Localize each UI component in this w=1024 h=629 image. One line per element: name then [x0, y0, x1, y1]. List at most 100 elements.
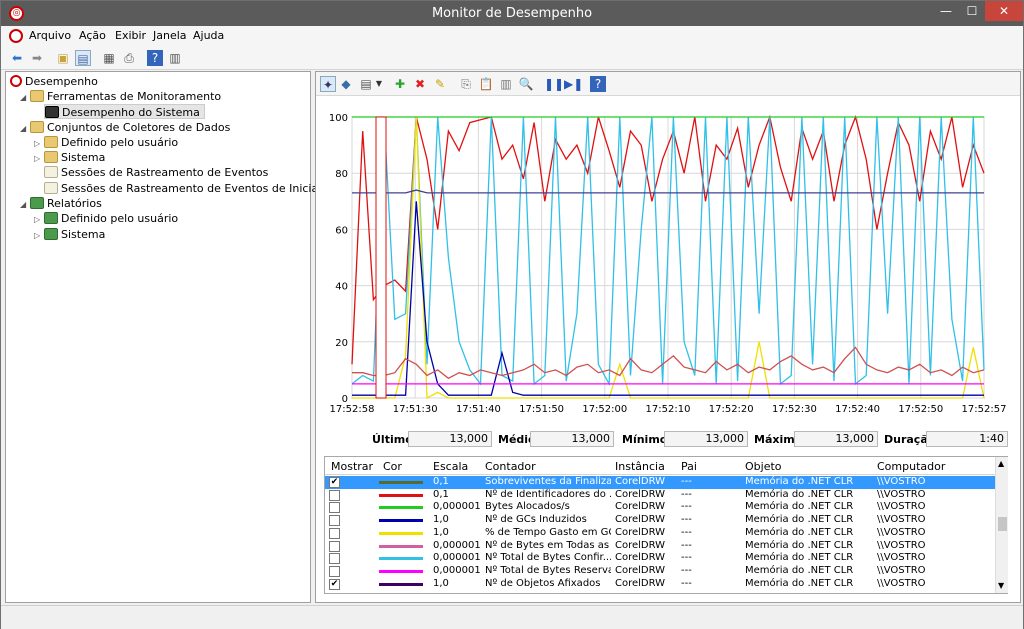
copy-properties-icon[interactable]: ⎘	[461, 77, 471, 91]
color-swatch	[379, 493, 423, 497]
table-row[interactable]: 1,0 Nº de GCs Induzidos CorelDRW --- Memória…	[325, 514, 995, 527]
table-row[interactable]: 1,0 % de Tempo Gasto em GC CorelDRW --- Memó…	[325, 527, 995, 540]
show-checkbox[interactable]: ✔	[329, 477, 340, 488]
y-tick-label: 40	[335, 282, 348, 293]
menu-app-icon[interactable]	[9, 29, 23, 43]
add-counter-icon[interactable]: ✚	[394, 77, 406, 91]
table-row[interactable]: ✔ 1,0 Nº de Objetos Afixados CorelDRW --- Mem…	[325, 578, 995, 591]
expand-arrow-icon[interactable]: ◢	[20, 124, 27, 133]
collapse-arrow-icon[interactable]: ▷	[34, 154, 41, 163]
col-cor[interactable]: Cor	[383, 460, 402, 473]
object-cell: Memória do .NET CLR	[745, 539, 854, 551]
properties-icon[interactable]: ▥	[500, 77, 512, 91]
scroll-thumb[interactable]	[998, 517, 1007, 531]
forward-arrow-icon[interactable]: ➡	[31, 51, 43, 65]
table-row[interactable]: 0,1 Nº de Identificadores do ... CorelDRW -…	[325, 489, 995, 502]
col-contador[interactable]: Contador	[485, 460, 536, 473]
collapse-arrow-icon[interactable]: ▷	[34, 215, 41, 224]
window-title: Monitor de Desempenho	[431, 6, 593, 21]
export-list-icon[interactable]: ▦	[103, 51, 115, 65]
show-checkbox[interactable]	[329, 527, 340, 539]
view-log-data-icon[interactable]: ◆	[341, 77, 351, 91]
menu-janela[interactable]: Janela	[153, 29, 187, 42]
instance-cell: CorelDRW	[615, 539, 666, 551]
expand-arrow-icon[interactable]: ◢	[20, 200, 27, 209]
highlight-icon[interactable]: ✎	[434, 77, 446, 91]
show-checkbox[interactable]	[329, 515, 340, 527]
collapse-arrow-icon[interactable]: ▷	[34, 139, 41, 148]
counter-list-scrollbar[interactable]: ▲ ▼	[995, 457, 1008, 593]
menu-arquivo[interactable]: Arquivo	[29, 29, 72, 42]
show-hide-tree-icon[interactable]: ▤	[75, 50, 91, 66]
up-folder-icon[interactable]: ▣	[57, 51, 69, 65]
tree-node-sessoes-rastreamento[interactable]: Sessões de Rastreamento de Eventos	[44, 165, 268, 180]
performance-chart-icon	[45, 106, 59, 118]
menu-exibir[interactable]: Exibir	[115, 29, 147, 42]
tree-node-rel-definido-usuario[interactable]: ▷ Definido pelo usuário	[34, 212, 179, 225]
col-instancia[interactable]: Instância	[615, 460, 665, 473]
scale-cell: 1,0	[433, 526, 449, 538]
show-checkbox[interactable]	[329, 502, 340, 514]
tree-node-definido-usuario[interactable]: ▷ Definido pelo usuário	[34, 136, 179, 149]
counter-cell: Nº de Objetos Afixados	[485, 577, 601, 589]
computer-cell: \\VOSTRO	[877, 552, 926, 564]
show-checkbox[interactable]: ✔	[329, 578, 340, 590]
tree-node-rel-sistema[interactable]: ▷ Sistema	[34, 228, 106, 241]
help-icon[interactable]: ?	[590, 76, 606, 92]
menu-acao[interactable]: Ação	[79, 29, 106, 42]
col-mostrar[interactable]: Mostrar	[331, 460, 374, 473]
change-graph-type-icon[interactable]: ▤	[360, 77, 372, 91]
minimize-button[interactable]: —	[940, 4, 952, 18]
table-row[interactable]: 0,000001 Nº de Bytes em Todas as ... Corel…	[325, 540, 995, 553]
paste-counter-list-icon[interactable]: 📋	[478, 77, 494, 91]
expand-arrow-icon[interactable]: ◢	[20, 93, 27, 102]
computer-cell: \\VOSTRO	[877, 476, 926, 487]
view-current-activity-icon[interactable]: ✦	[320, 76, 336, 92]
show-checkbox[interactable]	[329, 565, 340, 577]
object-cell: Memória do .NET CLR	[745, 526, 854, 538]
tree-node-conjuntos[interactable]: ◢ Conjuntos de Coletores de Dados	[20, 121, 231, 134]
col-objeto[interactable]: Objeto	[745, 460, 782, 473]
menu-ajuda[interactable]: Ajuda	[193, 29, 225, 42]
folder-icon	[30, 90, 44, 102]
tree-node-sessoes-inicializacao[interactable]: Sessões de Rastreamento de Eventos de In…	[44, 181, 356, 196]
graph-type-dropdown-icon[interactable]: ▼	[375, 79, 383, 88]
table-row[interactable]: 0,000001 Bytes Alocados/s CorelDRW --- Memór…	[325, 501, 995, 514]
x-tick-label: 17:51:50	[519, 404, 564, 415]
update-data-icon[interactable]: ▶❚	[564, 77, 584, 91]
object-cell: Memória do .NET CLR	[745, 564, 854, 576]
table-row[interactable]: 0,000001 Nº Total de Bytes Confir... Corel…	[325, 552, 995, 565]
table-row[interactable]: ✔ 0,1 Sobreviventes da Finaliza... CorelDRW…	[325, 476, 995, 489]
maximize-button[interactable]: ☐	[966, 4, 978, 18]
properties-icon[interactable]: ▥	[169, 51, 181, 65]
scroll-up-icon[interactable]: ▲	[998, 459, 1005, 468]
x-tick-label: 17:52:10	[646, 404, 691, 415]
freeze-display-icon[interactable]: ❚❚	[544, 77, 565, 91]
title-bar[interactable]: ◎ Monitor de Desempenho — ☐ ✕	[1, 1, 1023, 26]
col-escala[interactable]: Escala	[433, 460, 469, 473]
show-checkbox[interactable]	[329, 540, 340, 552]
tree-node-sistema[interactable]: ▷ Sistema	[34, 151, 106, 164]
parent-cell: ---	[681, 577, 692, 589]
col-computador[interactable]: Computador	[877, 460, 946, 473]
zoom-icon[interactable]: 🔍	[518, 77, 534, 91]
help-icon[interactable]: ?	[147, 50, 163, 66]
performance-chart[interactable]: 100 80 60 40 20 0 17:52:58 17:51:30 17:51:40 17:5…	[316, 97, 1020, 427]
tree-node-relatorios[interactable]: ◢ Relatórios	[20, 197, 102, 210]
y-tick-label: 80	[335, 169, 348, 180]
print-icon[interactable]: ⎙	[124, 51, 134, 65]
tree-node-desempenho-sistema[interactable]: Desempenho do Sistema	[44, 104, 205, 119]
show-checkbox[interactable]	[329, 553, 340, 565]
tree-node-ferramentas[interactable]: ◢ Ferramentas de Monitoramento	[20, 90, 222, 103]
show-checkbox[interactable]	[329, 489, 340, 501]
delete-counter-icon[interactable]: ✖	[414, 77, 426, 91]
object-cell: Memória do .NET CLR	[745, 514, 854, 526]
close-button[interactable]: ✕	[985, 1, 1023, 21]
scroll-down-icon[interactable]: ▼	[998, 581, 1005, 590]
col-pai[interactable]: Pai	[681, 460, 697, 473]
back-arrow-icon[interactable]: ⬅	[11, 51, 23, 65]
collapse-arrow-icon[interactable]: ▷	[34, 231, 41, 240]
tree-node-desempenho[interactable]: Desempenho	[10, 74, 98, 89]
x-tick-label: 17:52:20	[709, 404, 754, 415]
table-row[interactable]: 0,000001 Nº Total de Bytes Reserva... Core…	[325, 565, 995, 578]
